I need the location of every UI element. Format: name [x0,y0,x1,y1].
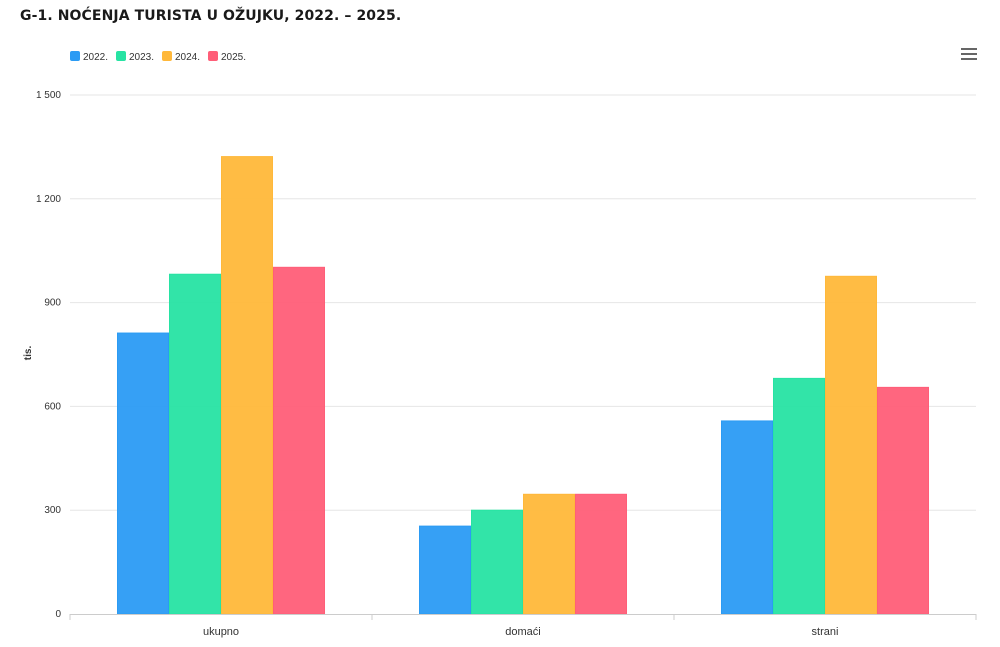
bar-domaći-2022[interactable] [419,525,471,615]
bar-domaći-2025[interactable] [575,493,627,615]
bar-ukupno-2022[interactable] [117,332,169,615]
y-tick-label: 0 [55,609,61,620]
legend-item-2022[interactable]: 2022. [70,51,108,63]
y-tick-label: 300 [44,505,61,516]
y-tick-label: 900 [44,298,61,309]
y-tick-label: 1 500 [36,90,61,101]
bars [117,156,929,615]
legend-item-2023[interactable]: 2023. [116,51,154,63]
bar-domaći-2023[interactable] [471,509,523,615]
legend-swatch [70,51,80,61]
x-axis-categories: ukupno domaći strani [203,626,839,638]
legend-swatch [116,51,126,61]
legend[interactable]: 2022. 2023. 2024. 2025. [70,51,246,63]
chart-title: G-1. NOĆENJA TURISTA U OŽUJKU, 2022. – 2… [20,8,402,24]
bar-strani-2023[interactable] [773,377,825,615]
y-axis-ticks: 0 300 600 900 1 200 1 500 [36,90,61,620]
legend-swatch [162,51,172,61]
legend-label: 2024. [175,52,200,63]
legend-label: 2022. [83,52,108,63]
bar-domaći-2024[interactable] [523,493,575,615]
bar-ukupno-2025[interactable] [273,266,325,615]
bar-strani-2022[interactable] [721,420,773,615]
x-category-label: ukupno [203,626,239,638]
legend-item-2025[interactable]: 2025. [208,51,246,63]
bar-ukupno-2023[interactable] [169,273,221,615]
bar-strani-2025[interactable] [877,386,929,615]
x-category-label: domaći [505,626,540,638]
x-category-label: strani [812,626,839,638]
y-axis-label: tis. [23,346,34,361]
legend-label: 2025. [221,52,246,63]
bar-ukupno-2024[interactable] [221,156,273,615]
y-tick-label: 600 [44,401,61,412]
legend-label: 2023. [129,52,154,63]
legend-item-2024[interactable]: 2024. [162,51,200,63]
bar-strani-2024[interactable] [825,275,877,615]
y-tick-label: 1 200 [36,194,61,205]
legend-swatch [208,51,218,61]
hamburger-menu-icon[interactable] [960,48,978,64]
x-axis [69,614,977,620]
